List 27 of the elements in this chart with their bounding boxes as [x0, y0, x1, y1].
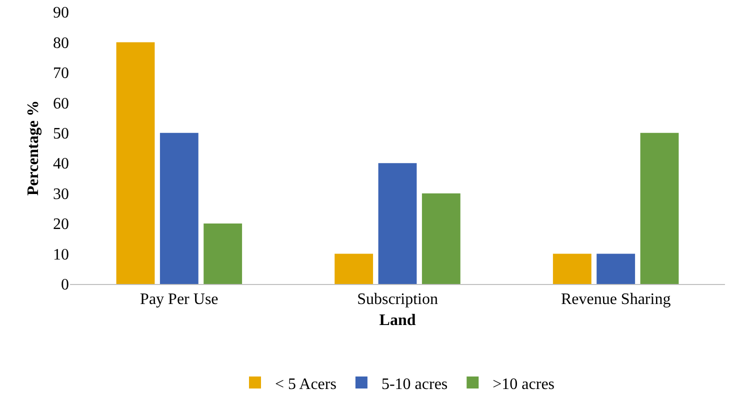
- legend-label: < 5 Acers: [275, 376, 336, 393]
- y-tick-label: 30: [53, 186, 69, 203]
- bar: [160, 132, 198, 284]
- y-tick-label: 50: [53, 125, 69, 142]
- y-tick-label: 90: [53, 4, 69, 22]
- bar: [378, 163, 417, 284]
- bar: [552, 254, 592, 284]
- bar: [116, 42, 155, 284]
- y-tick-label: 60: [53, 95, 69, 112]
- x-tick-label: Pay Per Use: [140, 291, 218, 308]
- y-tick-label: 80: [53, 34, 69, 52]
- bar: [334, 254, 374, 284]
- y-tick-label: 0: [61, 276, 69, 294]
- y-tick-label: 40: [53, 156, 69, 173]
- x-tick-label: Subscription: [357, 291, 438, 308]
- legend-label: 5-10 acres: [381, 376, 448, 393]
- y-tick-label: 20: [53, 216, 69, 234]
- bar: [204, 224, 242, 284]
- legend-label: >10 acres: [492, 376, 555, 393]
- x-tick-label: Revenue Sharing: [560, 291, 671, 308]
- y-axis-title: Percentage %: [24, 100, 42, 196]
- x-axis-title: Land: [379, 312, 416, 329]
- bar: [640, 132, 679, 284]
- bar: [596, 254, 636, 284]
- y-tick-label: 70: [53, 65, 69, 82]
- y-tick-label: 10: [53, 246, 69, 264]
- bar: [422, 193, 460, 284]
